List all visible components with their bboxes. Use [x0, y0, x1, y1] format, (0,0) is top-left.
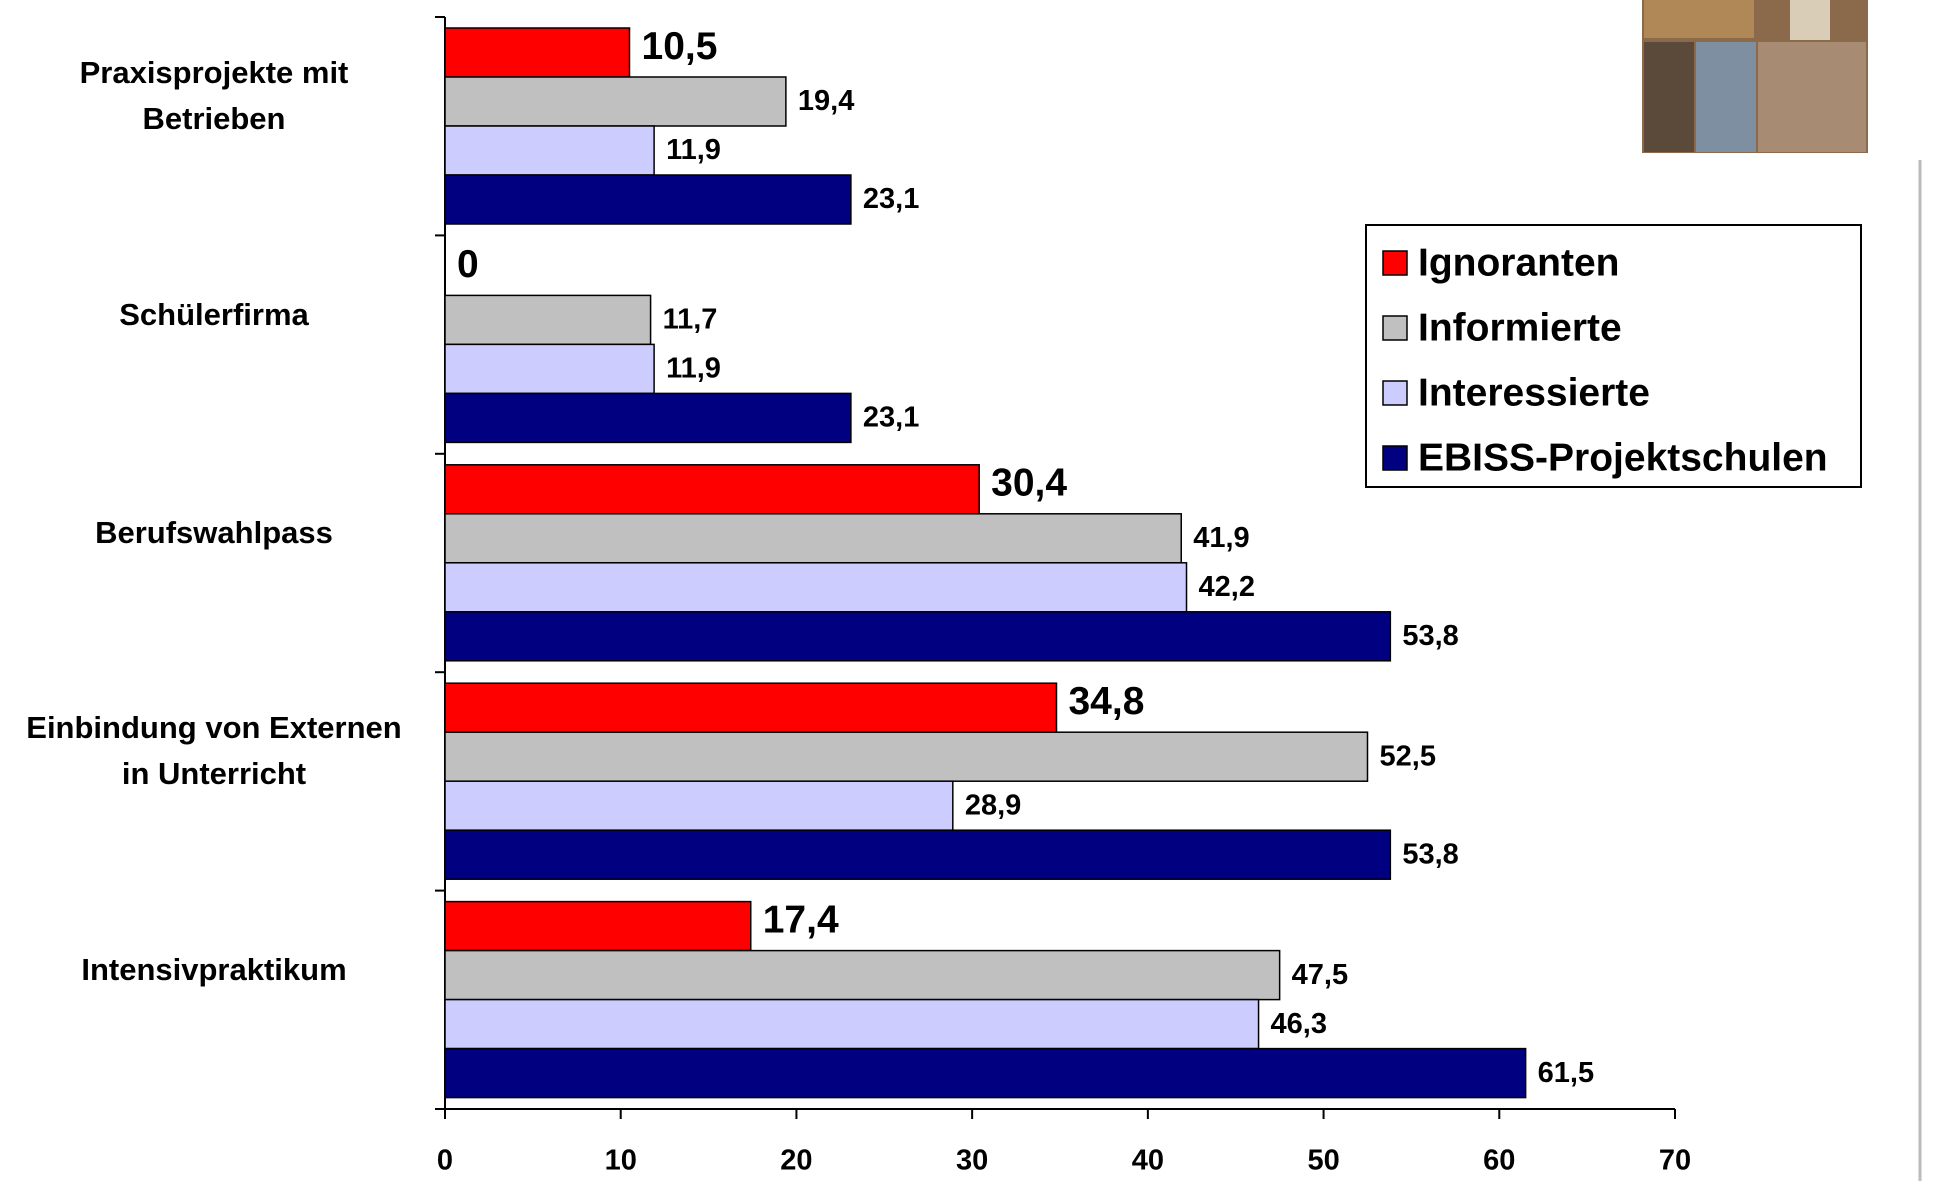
- value-label: 23,1: [863, 183, 919, 215]
- value-label: 42,2: [1199, 571, 1255, 603]
- legend-box: [1365, 224, 1862, 488]
- x-tick-label: 0: [437, 1145, 453, 1177]
- value-label: 11,9: [666, 134, 721, 166]
- bar: [444, 562, 1188, 613]
- x-tick-label: 40: [1132, 1145, 1164, 1177]
- legend-label: Informierte: [1418, 306, 1622, 349]
- bar: [444, 780, 954, 831]
- value-label: 0: [457, 243, 479, 286]
- value-label: 17,4: [763, 898, 839, 941]
- bar: [444, 294, 652, 346]
- value-label: 52,5: [1380, 740, 1436, 772]
- x-tick-label: 20: [780, 1145, 812, 1177]
- legend-swatch: [1382, 250, 1408, 276]
- value-label: 28,9: [965, 789, 1021, 821]
- category-label: Schülerfirma: [119, 296, 309, 332]
- value-label: 34,8: [1068, 680, 1144, 723]
- value-label: 53,8: [1402, 620, 1458, 652]
- bar: [444, 1047, 1527, 1099]
- bar: [444, 682, 1058, 733]
- bar: [444, 392, 852, 444]
- x-tick-label: 30: [956, 1145, 988, 1177]
- bar: [444, 949, 1281, 1001]
- bar: [444, 343, 655, 395]
- legend-swatch: [1382, 445, 1408, 471]
- x-tick-label: 70: [1659, 1145, 1691, 1177]
- bar: [444, 731, 1369, 782]
- bar: [444, 900, 752, 952]
- value-label: 11,7: [663, 304, 718, 336]
- category-label: Praxisprojekte mit Betrieben: [79, 55, 349, 137]
- legend-label: Ignoranten: [1418, 241, 1620, 284]
- category-label: Berufswahlpass: [95, 515, 333, 550]
- x-tick-label: 60: [1483, 1145, 1515, 1177]
- value-label: 41,9: [1193, 522, 1249, 554]
- bar: [444, 611, 1392, 662]
- category-label: Intensivpraktikum: [81, 951, 347, 987]
- legend-swatch: [1382, 315, 1408, 341]
- value-label: 30,4: [991, 462, 1067, 505]
- bar: [444, 464, 980, 515]
- value-label: 61,5: [1538, 1057, 1594, 1089]
- value-label: 10,5: [642, 25, 718, 68]
- value-label: 46,3: [1271, 1008, 1327, 1040]
- bar: [444, 27, 631, 78]
- bar: [444, 76, 787, 127]
- bar: [444, 174, 852, 225]
- legend-label: Interessierte: [1418, 371, 1650, 414]
- x-tick-label: 50: [1307, 1145, 1339, 1177]
- value-label: 11,9: [666, 353, 721, 385]
- bar: [444, 829, 1392, 880]
- legend-label: EBISS-Projektschulen: [1418, 436, 1828, 479]
- value-label: 53,8: [1402, 838, 1458, 870]
- bar: [444, 513, 1182, 564]
- value-label: 19,4: [798, 85, 854, 117]
- bar: [444, 998, 1260, 1050]
- photo-collage: [1642, 0, 1868, 153]
- value-label: 47,5: [1292, 959, 1348, 991]
- x-tick-label: 10: [605, 1145, 637, 1177]
- legend-swatch: [1382, 380, 1408, 406]
- category-label: Einbindung von Externen in Unterricht: [26, 710, 402, 792]
- bar: [444, 125, 655, 176]
- value-label: 23,1: [863, 402, 919, 434]
